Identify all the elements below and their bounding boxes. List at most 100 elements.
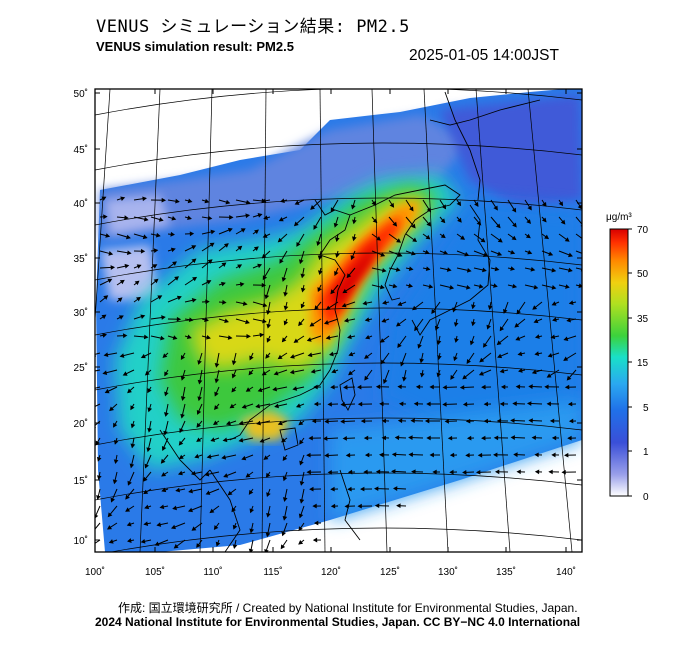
wind-arrow-head [109, 406, 115, 412]
wind-arrow-head [296, 242, 301, 247]
wind-arrow-head [221, 454, 227, 460]
wind-arrow-head [568, 267, 573, 273]
wind-arrow-head [549, 418, 555, 424]
wind-arrow-head [497, 251, 503, 256]
wind-arrow-head [221, 262, 227, 267]
wind-arrow-head [567, 435, 572, 441]
wind-arrow-head [389, 202, 395, 208]
wind-arrow-head [299, 439, 304, 445]
wind-arrow-head [516, 309, 521, 315]
wind-arrow-head [346, 273, 352, 279]
wind-arrow-head [96, 456, 102, 462]
wind-arrow-head [140, 314, 146, 319]
wind-arrow-head [397, 418, 403, 424]
wind-arrow-head [113, 439, 119, 445]
wind-arrow-head [196, 422, 202, 428]
meridian-135 [475, 89, 511, 552]
wind-arrow-head [351, 204, 356, 210]
wind-arrow-head [117, 297, 123, 302]
wind-arrow-head [299, 498, 305, 504]
wind-arrow-head [249, 508, 255, 514]
wind-arrow-head [170, 231, 176, 237]
lat-label: 30˚ [74, 307, 88, 319]
wind-arrow-head [397, 252, 403, 257]
parallel-15 [95, 472, 582, 501]
wind-arrow-head [496, 418, 502, 424]
wind-arrow-head [391, 469, 396, 474]
wind-arrow-head [494, 469, 500, 475]
wind-arrow-head [441, 204, 447, 210]
wind-arrow-head [308, 435, 313, 441]
wind-arrow-head [391, 452, 397, 457]
wind-arrow-head [466, 359, 471, 364]
wind-arrow-head [174, 276, 180, 281]
wind-arrow-head [248, 489, 254, 495]
forecast-timestamp: 2025-01-05 14:00JST [409, 47, 559, 64]
wind-arrow-head [499, 326, 505, 332]
wind-arrow-head [526, 219, 531, 224]
wind-arrow-head [152, 264, 158, 269]
wind-arrow-head [374, 486, 379, 492]
wind-arrow-head [429, 384, 434, 390]
wind-arrow-head [264, 294, 270, 300]
wind-arrow-head [281, 437, 287, 443]
wind-arrow-head [231, 373, 237, 379]
wind-arrow-head [434, 325, 440, 331]
wind-arrow-head [450, 374, 455, 380]
wind-arrow-head [460, 235, 466, 240]
wind-arrow-head [223, 473, 229, 478]
wind-arrow-head [429, 452, 434, 458]
wind-arrow-head [248, 548, 254, 552]
wind-arrow-head [324, 453, 329, 458]
wind-arrow-head [481, 384, 486, 390]
wind-arrow-head [108, 539, 114, 544]
wind-arrow-head [514, 322, 520, 328]
wind-arrow-head [494, 266, 500, 272]
wind-arrow-head [362, 300, 368, 306]
wind-arrow-head [363, 435, 369, 441]
wind-arrow-shaft [575, 216, 582, 225]
wind-arrow-head [447, 435, 453, 441]
wind-arrow-head [432, 469, 437, 475]
wind-arrow-head [379, 338, 385, 343]
wind-arrow-head [210, 437, 216, 442]
wind-arrow-head [443, 250, 449, 255]
wind-arrow-head [457, 217, 462, 223]
wind-arrow-head [176, 316, 182, 322]
wind-arrow-head [225, 199, 231, 205]
wind-arrow-head [400, 361, 405, 367]
wind-arrow-head [533, 318, 539, 324]
wind-arrow-head [324, 419, 329, 424]
wind-arrow-head [186, 334, 192, 340]
wind-arrow-head [238, 420, 244, 426]
wind-arrow-head [410, 251, 416, 256]
wind-arrow-head [278, 217, 284, 222]
wind-arrow-head [143, 216, 149, 222]
wind-arrow-head [266, 492, 271, 498]
wind-arrow-head [462, 401, 468, 407]
wind-arrow-head [110, 497, 115, 503]
wind-arrow-head [552, 317, 557, 322]
wind-arrow-head [289, 369, 295, 375]
wind-arrow-head [330, 503, 336, 509]
wind-arrow-head [515, 384, 521, 390]
wind-arrow-head [456, 201, 462, 207]
wind-arrow-head [419, 372, 425, 378]
wind-arrow-head [424, 249, 430, 255]
wind-arrow-head [534, 351, 540, 357]
wind-arrow-head [191, 297, 197, 303]
credit-line: 作成: 国立環境研究所 / Created by National Instit… [118, 601, 578, 615]
wind-arrow-head [477, 452, 483, 458]
wind-arrow-head [179, 428, 184, 434]
wind-arrow-head [412, 237, 418, 243]
meridian-105 [139, 89, 161, 552]
wind-arrow-head [143, 489, 149, 495]
wind-arrow-head [157, 295, 163, 300]
wind-arrow-head [140, 248, 146, 254]
wind-arrow-head [113, 422, 118, 428]
wind-arrow-head [222, 437, 228, 443]
wind-arrow-head [197, 396, 202, 402]
wind-arrow-head [259, 438, 265, 443]
wind-arrow-head [283, 305, 289, 311]
wind-arrow-head [161, 315, 166, 320]
